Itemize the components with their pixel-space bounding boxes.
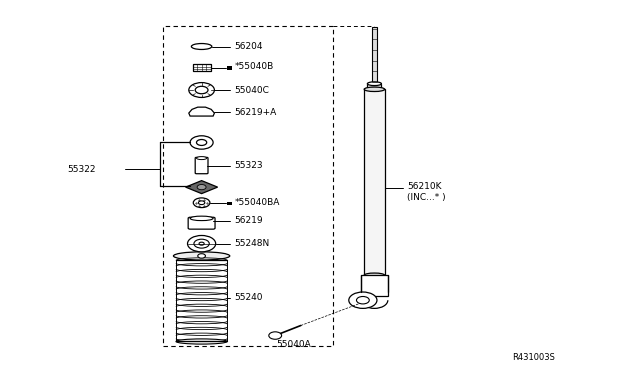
Circle shape xyxy=(269,332,282,339)
Text: 55040A: 55040A xyxy=(276,340,311,349)
Text: *55040BA: *55040BA xyxy=(234,198,280,207)
Circle shape xyxy=(193,198,210,208)
Bar xyxy=(193,64,211,71)
Bar xyxy=(361,275,388,296)
Circle shape xyxy=(349,292,377,308)
Ellipse shape xyxy=(196,157,207,160)
Circle shape xyxy=(198,254,205,258)
Polygon shape xyxy=(186,181,218,193)
FancyBboxPatch shape xyxy=(195,157,208,174)
Ellipse shape xyxy=(176,339,227,344)
Ellipse shape xyxy=(173,252,230,260)
FancyBboxPatch shape xyxy=(188,217,215,229)
Ellipse shape xyxy=(364,273,385,278)
Circle shape xyxy=(189,83,214,97)
Text: 56204: 56204 xyxy=(234,42,263,51)
Text: 55248N: 55248N xyxy=(234,239,269,248)
Circle shape xyxy=(197,185,206,190)
Text: 55322: 55322 xyxy=(67,165,96,174)
Ellipse shape xyxy=(364,87,385,92)
Text: 56219+A: 56219+A xyxy=(234,108,276,117)
Circle shape xyxy=(194,239,209,248)
Text: 55240: 55240 xyxy=(234,293,263,302)
Ellipse shape xyxy=(190,216,213,221)
Text: (INC...* ): (INC...* ) xyxy=(407,193,445,202)
Text: 56210K: 56210K xyxy=(407,182,442,191)
Bar xyxy=(227,202,232,205)
Circle shape xyxy=(198,201,205,205)
Ellipse shape xyxy=(191,44,212,49)
Circle shape xyxy=(196,140,207,145)
Text: 55323: 55323 xyxy=(234,161,263,170)
Polygon shape xyxy=(189,107,214,116)
Ellipse shape xyxy=(367,82,381,86)
Bar xyxy=(367,84,381,89)
Circle shape xyxy=(190,136,213,149)
Bar xyxy=(371,27,378,86)
Text: R431003S: R431003S xyxy=(512,353,555,362)
Circle shape xyxy=(195,86,208,94)
Bar xyxy=(364,89,385,275)
Circle shape xyxy=(188,235,216,252)
Bar xyxy=(227,66,232,70)
Ellipse shape xyxy=(367,87,381,91)
Circle shape xyxy=(199,242,204,245)
Text: 56219: 56219 xyxy=(234,217,263,225)
Text: *55040B: *55040B xyxy=(234,62,273,71)
Circle shape xyxy=(356,296,369,304)
Text: 55040C: 55040C xyxy=(234,86,269,94)
